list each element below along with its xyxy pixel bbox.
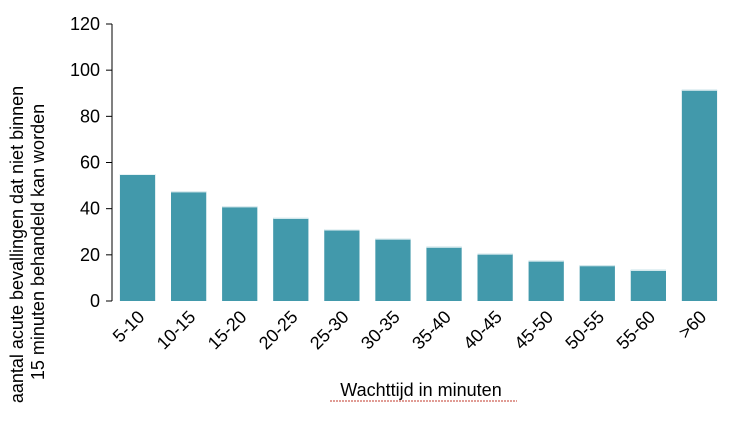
x-tick-label: >60 xyxy=(675,307,711,343)
x-axis-title: Wachttijd in minuten xyxy=(340,380,501,400)
y-tick-label: 60 xyxy=(80,153,100,173)
y-axis-title-line-1: aantal acute bevallingen dat niet binnen xyxy=(7,86,27,403)
bar xyxy=(477,253,513,301)
bar xyxy=(119,174,156,301)
y-tick-label: 0 xyxy=(90,291,100,311)
bar xyxy=(273,217,309,301)
x-tick-label: 40-45 xyxy=(459,307,506,354)
x-tick-label: 50-55 xyxy=(561,307,608,354)
bars xyxy=(119,89,718,301)
x-tick-label: 30-35 xyxy=(357,307,404,354)
bar xyxy=(222,206,258,301)
x-tick-label: 10-15 xyxy=(153,307,200,354)
bar xyxy=(426,246,462,301)
y-axis-title-line-2: 15 minuten behandeld kan worden xyxy=(28,104,48,380)
bar xyxy=(375,238,411,301)
y-tick-label: 120 xyxy=(70,14,100,34)
x-tick-label: 15-20 xyxy=(204,307,251,354)
x-tick-label: 35-40 xyxy=(408,307,455,354)
x-tick-label: 5-10 xyxy=(109,307,149,347)
y-tick-label: 100 xyxy=(70,60,100,80)
y-tick-label: 80 xyxy=(80,106,100,126)
bar xyxy=(528,260,564,301)
x-tick-label: 45-50 xyxy=(510,307,557,354)
y-tick-label: 20 xyxy=(80,245,100,265)
x-tick-label: 25-30 xyxy=(306,307,353,354)
bar xyxy=(681,89,718,301)
bar xyxy=(171,191,207,301)
x-tick-label: 55-60 xyxy=(613,307,660,354)
y-ticks: 0 20 40 60 80 100 120 xyxy=(70,14,112,311)
y-tick-label: 40 xyxy=(80,199,100,219)
bar xyxy=(630,269,666,301)
x-tick-labels: 5-10 10-15 15-20 20-25 25-30 30-35 35-40 40-45 4… xyxy=(109,307,711,354)
y-axis-title: aantal acute bevallingen dat niet binnen… xyxy=(7,81,48,403)
bar xyxy=(324,229,360,301)
x-tick-label: 20-25 xyxy=(255,307,302,354)
bar xyxy=(579,265,615,301)
